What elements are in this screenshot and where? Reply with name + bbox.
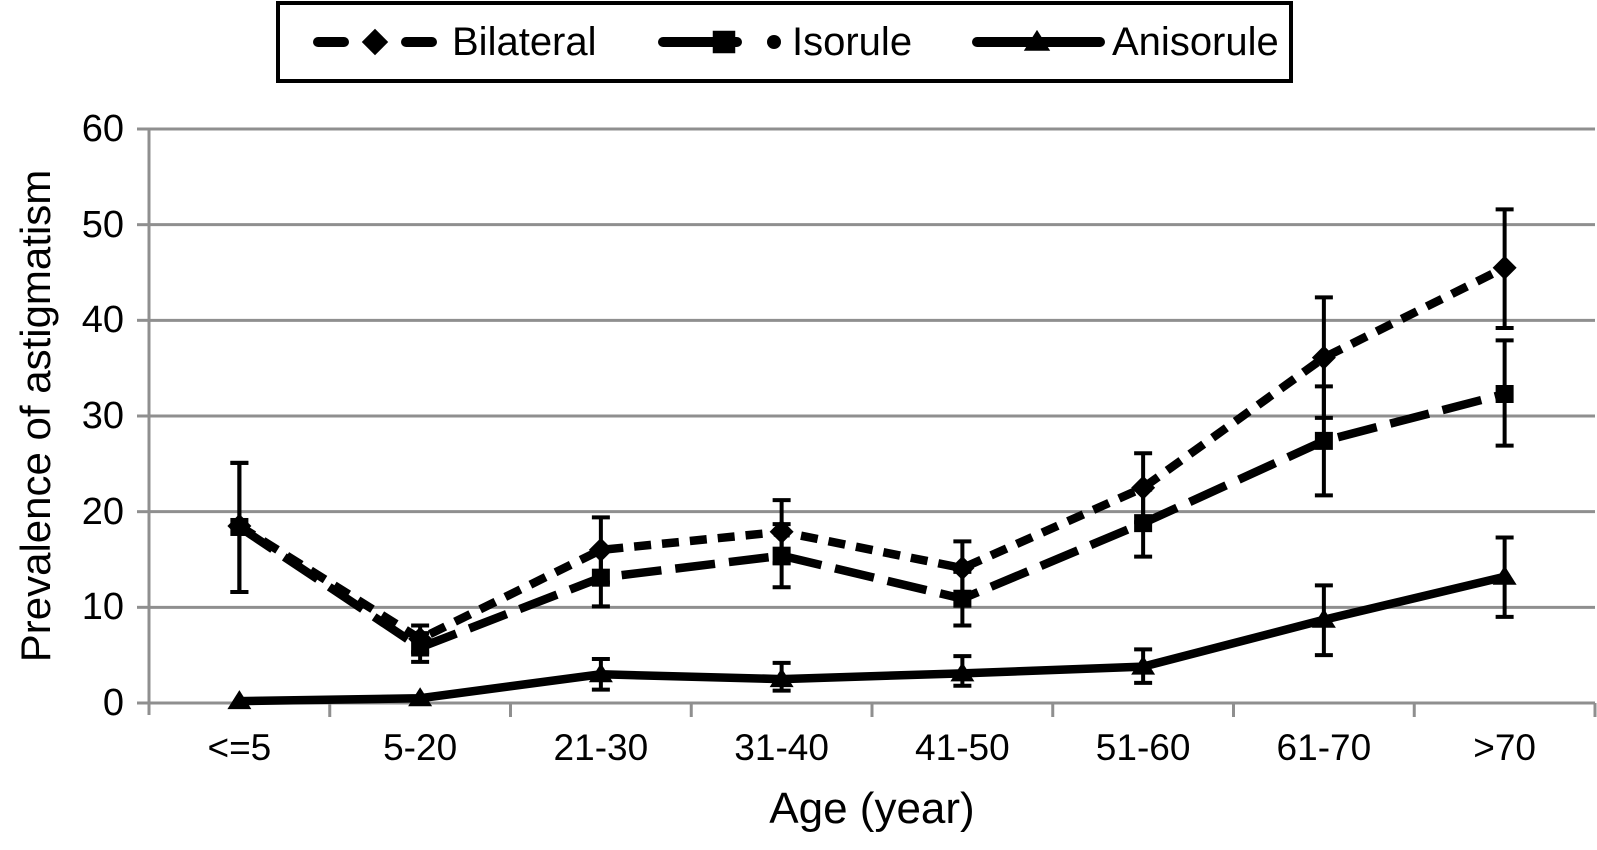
x-tick-label-1: 5-20 [383,727,458,768]
legend-marker-bilateral-diamond [361,28,389,56]
isorule-marker-0 [230,517,249,536]
y-tick-label-40: 40 [81,299,124,342]
y-tick-label-30: 30 [81,395,124,437]
legend-label-isorule: Isorule [792,20,913,64]
legend-marker-anisorule-triangle [1023,29,1051,51]
x-tick-label-0: <=5 [207,727,272,768]
bilateral-marker-3 [769,519,794,544]
legend-label-anisorule: Anisorule [1112,20,1279,64]
anisorule-marker-4 [950,662,975,682]
markers-isorule [230,384,1514,657]
y-tick-label-10: 10 [81,586,124,629]
bilateral-marker-2 [588,537,613,562]
anisorule-marker-3 [769,668,794,688]
y-tick-label-50: 50 [81,203,124,246]
legend-label-bilateral: Bilateral [452,20,597,64]
bilateral-marker-7 [1492,255,1517,280]
x-tick-label-6: 61-70 [1276,727,1372,768]
anisorule-marker-0 [227,690,252,710]
gridlines [137,127,1597,717]
isorule-marker-3 [772,546,791,565]
anisorule-marker-1 [408,687,433,707]
x-tick-label-5: 51-60 [1095,727,1191,768]
y-tick-label-20: 20 [81,490,124,533]
bilateral-marker-6 [1311,345,1336,370]
y-tick-label-60: 60 [81,108,124,150]
isorule-marker-6 [1314,431,1333,450]
anisorule-marker-5 [1131,655,1156,675]
anisorule-marker-2 [588,663,613,683]
series-line-anisorule [239,572,1506,706]
y-tick-label-0: 0 [102,682,124,724]
series-line-bilateral [237,263,1507,644]
markers-anisorule [227,565,1517,710]
legend-marker-isorule-square [712,30,736,54]
legend [276,1,1293,83]
series-line-isorule [237,389,1506,653]
isorule-marker-7 [1495,384,1514,403]
bilateral-marker-5 [1131,475,1156,500]
bilateral-marker-4 [950,556,975,581]
isorule-marker-1 [411,638,430,657]
x-tick-label-3: 31-40 [734,727,829,768]
anisorule-marker-6 [1311,608,1336,628]
x-axis-title: Age (year) [769,784,975,833]
legend-border [276,1,1293,83]
isorule-marker-5 [1134,514,1153,533]
isorule-marker-2 [591,568,610,587]
x-tick-label-7: >70 [1473,727,1536,768]
anisorule-marker-7 [1492,565,1517,585]
legend-sample-isorule-dot [767,35,781,49]
x-tick-label-4: 41-50 [915,727,1010,768]
x-tick-label-2: 21-30 [553,727,649,768]
isorule-marker-4 [953,589,972,608]
